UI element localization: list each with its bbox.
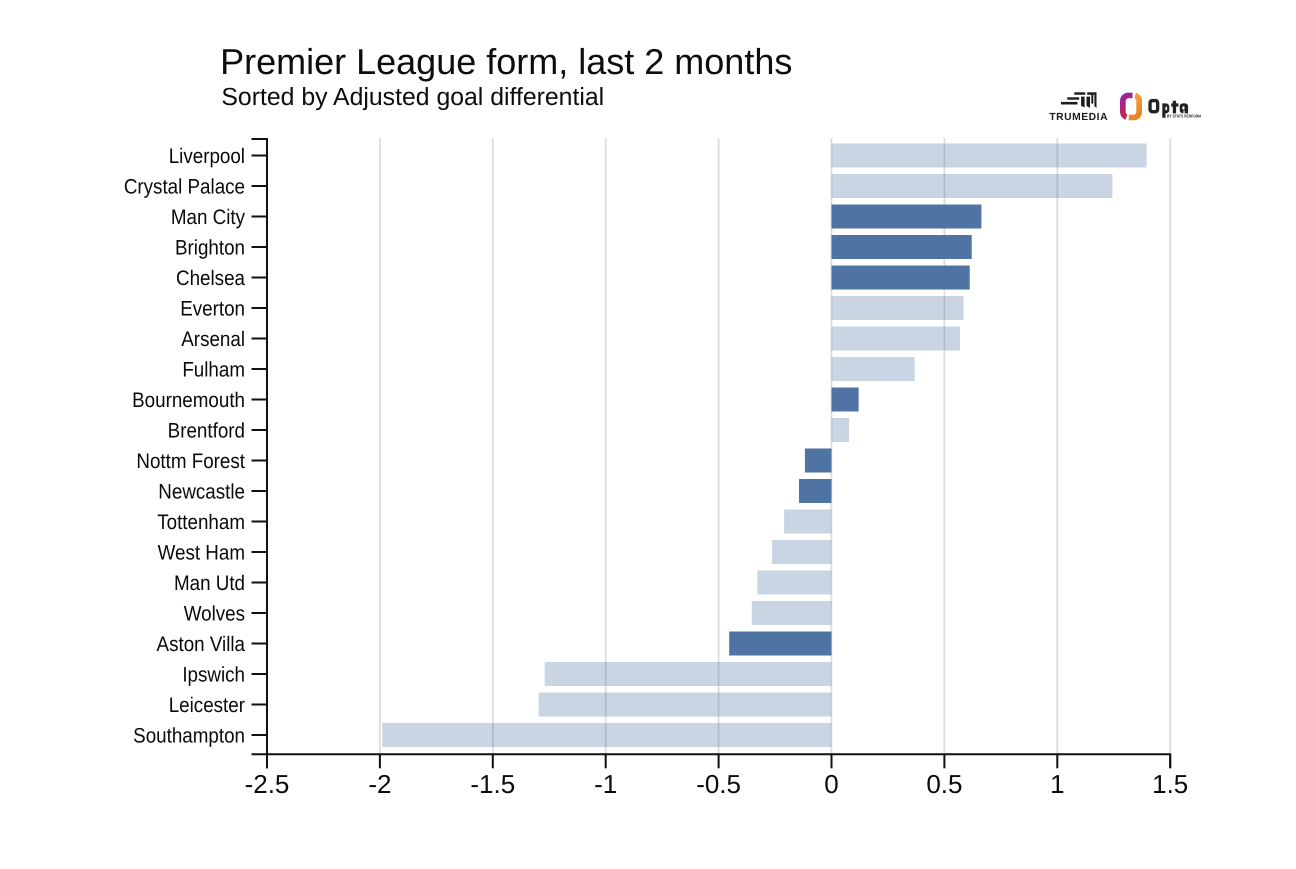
- svg-text:-1: -1: [594, 769, 617, 799]
- svg-text:Sorted by Adjusted goal differ: Sorted by Adjusted goal differential: [221, 84, 604, 111]
- svg-text:Bournemouth: Bournemouth: [132, 389, 245, 412]
- svg-text:Everton: Everton: [180, 297, 245, 320]
- svg-text:-2.5: -2.5: [245, 769, 290, 799]
- svg-text:Man Utd: Man Utd: [174, 572, 245, 595]
- svg-text:Crystal Palace: Crystal Palace: [124, 175, 245, 198]
- svg-text:Tottenham: Tottenham: [157, 511, 245, 534]
- svg-text:0.5: 0.5: [926, 769, 962, 799]
- svg-text:Aston Villa: Aston Villa: [157, 633, 246, 656]
- svg-text:0: 0: [824, 769, 838, 799]
- svg-text:TRUMEDIA: TRUMEDIA: [1049, 112, 1108, 123]
- svg-text:Nottm Forest: Nottm Forest: [136, 450, 245, 473]
- svg-text:Fulham: Fulham: [182, 358, 245, 381]
- svg-text:1: 1: [1050, 769, 1064, 799]
- svg-text:Chelsea: Chelsea: [176, 267, 245, 290]
- svg-text:Leicester: Leicester: [169, 694, 245, 717]
- svg-text:-2: -2: [368, 769, 391, 799]
- svg-text:Arsenal: Arsenal: [181, 328, 245, 351]
- svg-text:Southampton: Southampton: [133, 724, 245, 747]
- svg-text:West Ham: West Ham: [158, 541, 245, 564]
- svg-text:Brighton: Brighton: [175, 236, 245, 259]
- svg-text:Ipswich: Ipswich: [182, 663, 245, 686]
- svg-text:Premier League form, last 2 mo: Premier League form, last 2 months: [220, 41, 792, 82]
- svg-text:-1.5: -1.5: [470, 769, 515, 799]
- svg-text:Newcastle: Newcastle: [158, 480, 245, 503]
- svg-text:1.5: 1.5: [1152, 769, 1188, 799]
- svg-text:-0.5: -0.5: [696, 769, 741, 799]
- svg-text:BY STATS PERFORM: BY STATS PERFORM: [1167, 113, 1201, 118]
- svg-text:Man City: Man City: [171, 206, 246, 229]
- svg-text:Liverpool: Liverpool: [169, 145, 245, 168]
- svg-text:Brentford: Brentford: [168, 419, 245, 442]
- svg-text:Wolves: Wolves: [184, 602, 245, 625]
